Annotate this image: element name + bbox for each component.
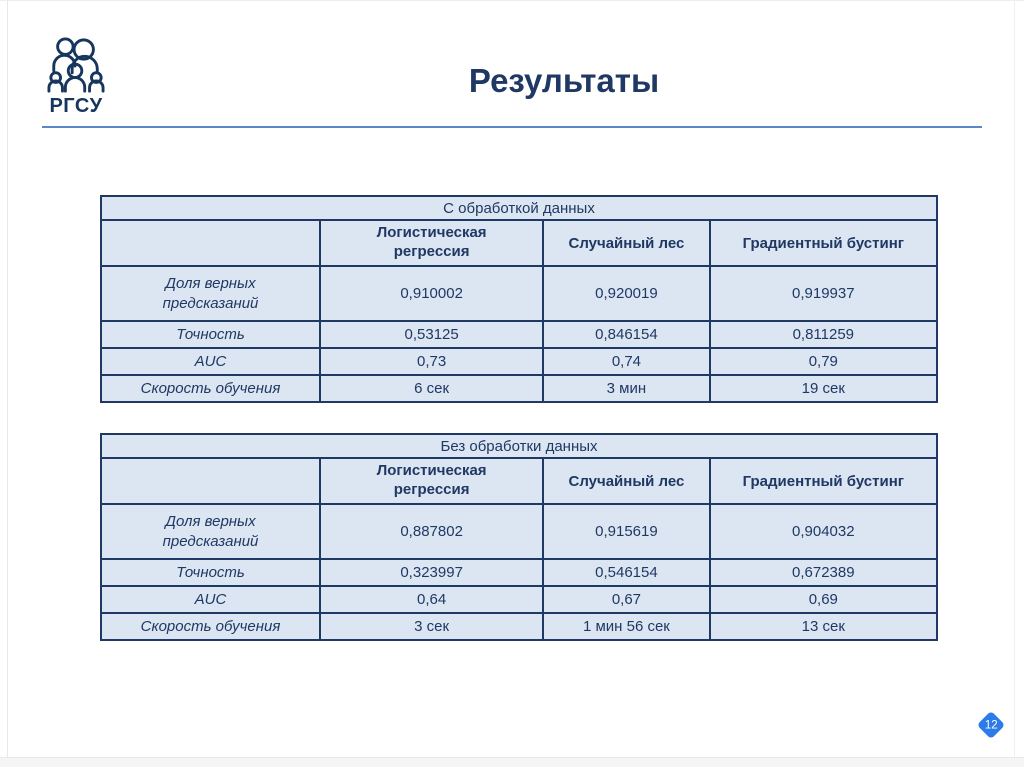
column-header-random-forest: Случайный лес bbox=[542, 219, 711, 267]
table-row: Скорость обучения 6 сек 3 мин 19 сек bbox=[99, 374, 939, 403]
table-cell: 0,919937 bbox=[708, 265, 939, 322]
slide-title: Результаты bbox=[468, 62, 660, 99]
column-header-gradient-boosting: Градиентный бустинг bbox=[708, 219, 939, 267]
table-without-processing: Без обработки данных Логистическая регре… bbox=[99, 433, 939, 641]
table-cell: 0,910002 bbox=[319, 265, 545, 322]
rgsu-logo: РГСУ bbox=[44, 36, 108, 118]
table-cell: 3 сек bbox=[319, 612, 545, 641]
table-cell: 0,887802 bbox=[319, 503, 545, 560]
row-label-accuracy-share: Доля верных предсказаний bbox=[99, 265, 322, 322]
table-cell: 3 мин bbox=[542, 374, 711, 403]
row-label-accuracy-share: Доля верных предсказаний bbox=[99, 503, 322, 560]
table-cell: 0,915619 bbox=[542, 503, 711, 560]
table-cell: 0,672389 bbox=[708, 558, 939, 587]
table-cell: 0,546154 bbox=[542, 558, 711, 587]
row-label-training-speed: Скорость обучения bbox=[99, 612, 322, 641]
header-divider-line bbox=[42, 126, 982, 128]
table-title: Без обработки данных bbox=[100, 433, 938, 459]
slide-top-edge bbox=[0, 0, 1024, 1]
column-header-row: Логистическая регрессия Случайный лес Гр… bbox=[99, 457, 939, 505]
table-with-processing: С обработкой данных Логистическая регрес… bbox=[99, 195, 939, 403]
slide-right-edge bbox=[1014, 0, 1015, 767]
table-cell: 0,846154 bbox=[542, 320, 711, 349]
table-cell: 0,904032 bbox=[708, 503, 939, 560]
table-row: Доля верных предсказаний 0,887802 0,9156… bbox=[99, 503, 939, 560]
slide-left-edge bbox=[7, 0, 8, 767]
row-label-training-speed: Скорость обучения bbox=[99, 374, 322, 403]
viewer-bottom-strip bbox=[0, 757, 1024, 767]
table-cell: 0,79 bbox=[708, 347, 939, 376]
page-number-badge: 12 bbox=[976, 710, 1006, 740]
table-cell: 0,920019 bbox=[542, 265, 711, 322]
table-cell: 0,67 bbox=[542, 585, 711, 614]
table-row: AUC 0,73 0,74 0,79 bbox=[99, 347, 939, 376]
table-with-processing-wrap: С обработкой данных Логистическая регрес… bbox=[99, 195, 939, 403]
corner-cell bbox=[99, 457, 322, 505]
table-row: Точность 0,53125 0,846154 0,811259 bbox=[99, 320, 939, 349]
table-cell: 6 сек bbox=[319, 374, 545, 403]
column-header-logistic-regression: Логистическая регрессия bbox=[319, 219, 545, 267]
row-label-auc: AUC bbox=[99, 347, 322, 376]
row-label-precision: Точность bbox=[99, 320, 322, 349]
table-cell: 0,64 bbox=[319, 585, 545, 614]
table-cell: 13 сек bbox=[708, 612, 939, 641]
row-label-auc: AUC bbox=[99, 585, 322, 614]
row-label-precision: Точность bbox=[99, 558, 322, 587]
table-without-processing-wrap: Без обработки данных Логистическая регре… bbox=[99, 433, 939, 641]
table-row: Доля верных предсказаний 0,910002 0,9200… bbox=[99, 265, 939, 322]
table-cell: 0,323997 bbox=[319, 558, 545, 587]
column-header-logistic-regression: Логистическая регрессия bbox=[319, 457, 545, 505]
column-header-gradient-boosting: Градиентный бустинг bbox=[708, 457, 939, 505]
table-cell: 0,53125 bbox=[319, 320, 545, 349]
people-group-icon bbox=[44, 36, 108, 94]
table-cell: 0,811259 bbox=[708, 320, 939, 349]
table-cell: 0,69 bbox=[708, 585, 939, 614]
table-cell: 19 сек bbox=[708, 374, 939, 403]
table-row: Точность 0,323997 0,546154 0,672389 bbox=[99, 558, 939, 587]
table-cell: 1 мин 56 сек bbox=[542, 612, 711, 641]
table-cell: 0,73 bbox=[319, 347, 545, 376]
column-header-random-forest: Случайный лес bbox=[542, 457, 711, 505]
table-title-row: С обработкой данных bbox=[100, 195, 938, 221]
table-row: AUC 0,64 0,67 0,69 bbox=[99, 585, 939, 614]
corner-cell bbox=[99, 219, 322, 267]
table-title: С обработкой данных bbox=[100, 195, 938, 221]
logo-text: РГСУ bbox=[49, 95, 103, 117]
table-row: Скорость обучения 3 сек 1 мин 56 сек 13 … bbox=[99, 612, 939, 641]
column-header-row: Логистическая регрессия Случайный лес Гр… bbox=[99, 219, 939, 267]
page-number: 12 bbox=[984, 718, 998, 731]
table-title-row: Без обработки данных bbox=[100, 433, 938, 459]
table-cell: 0,74 bbox=[542, 347, 711, 376]
